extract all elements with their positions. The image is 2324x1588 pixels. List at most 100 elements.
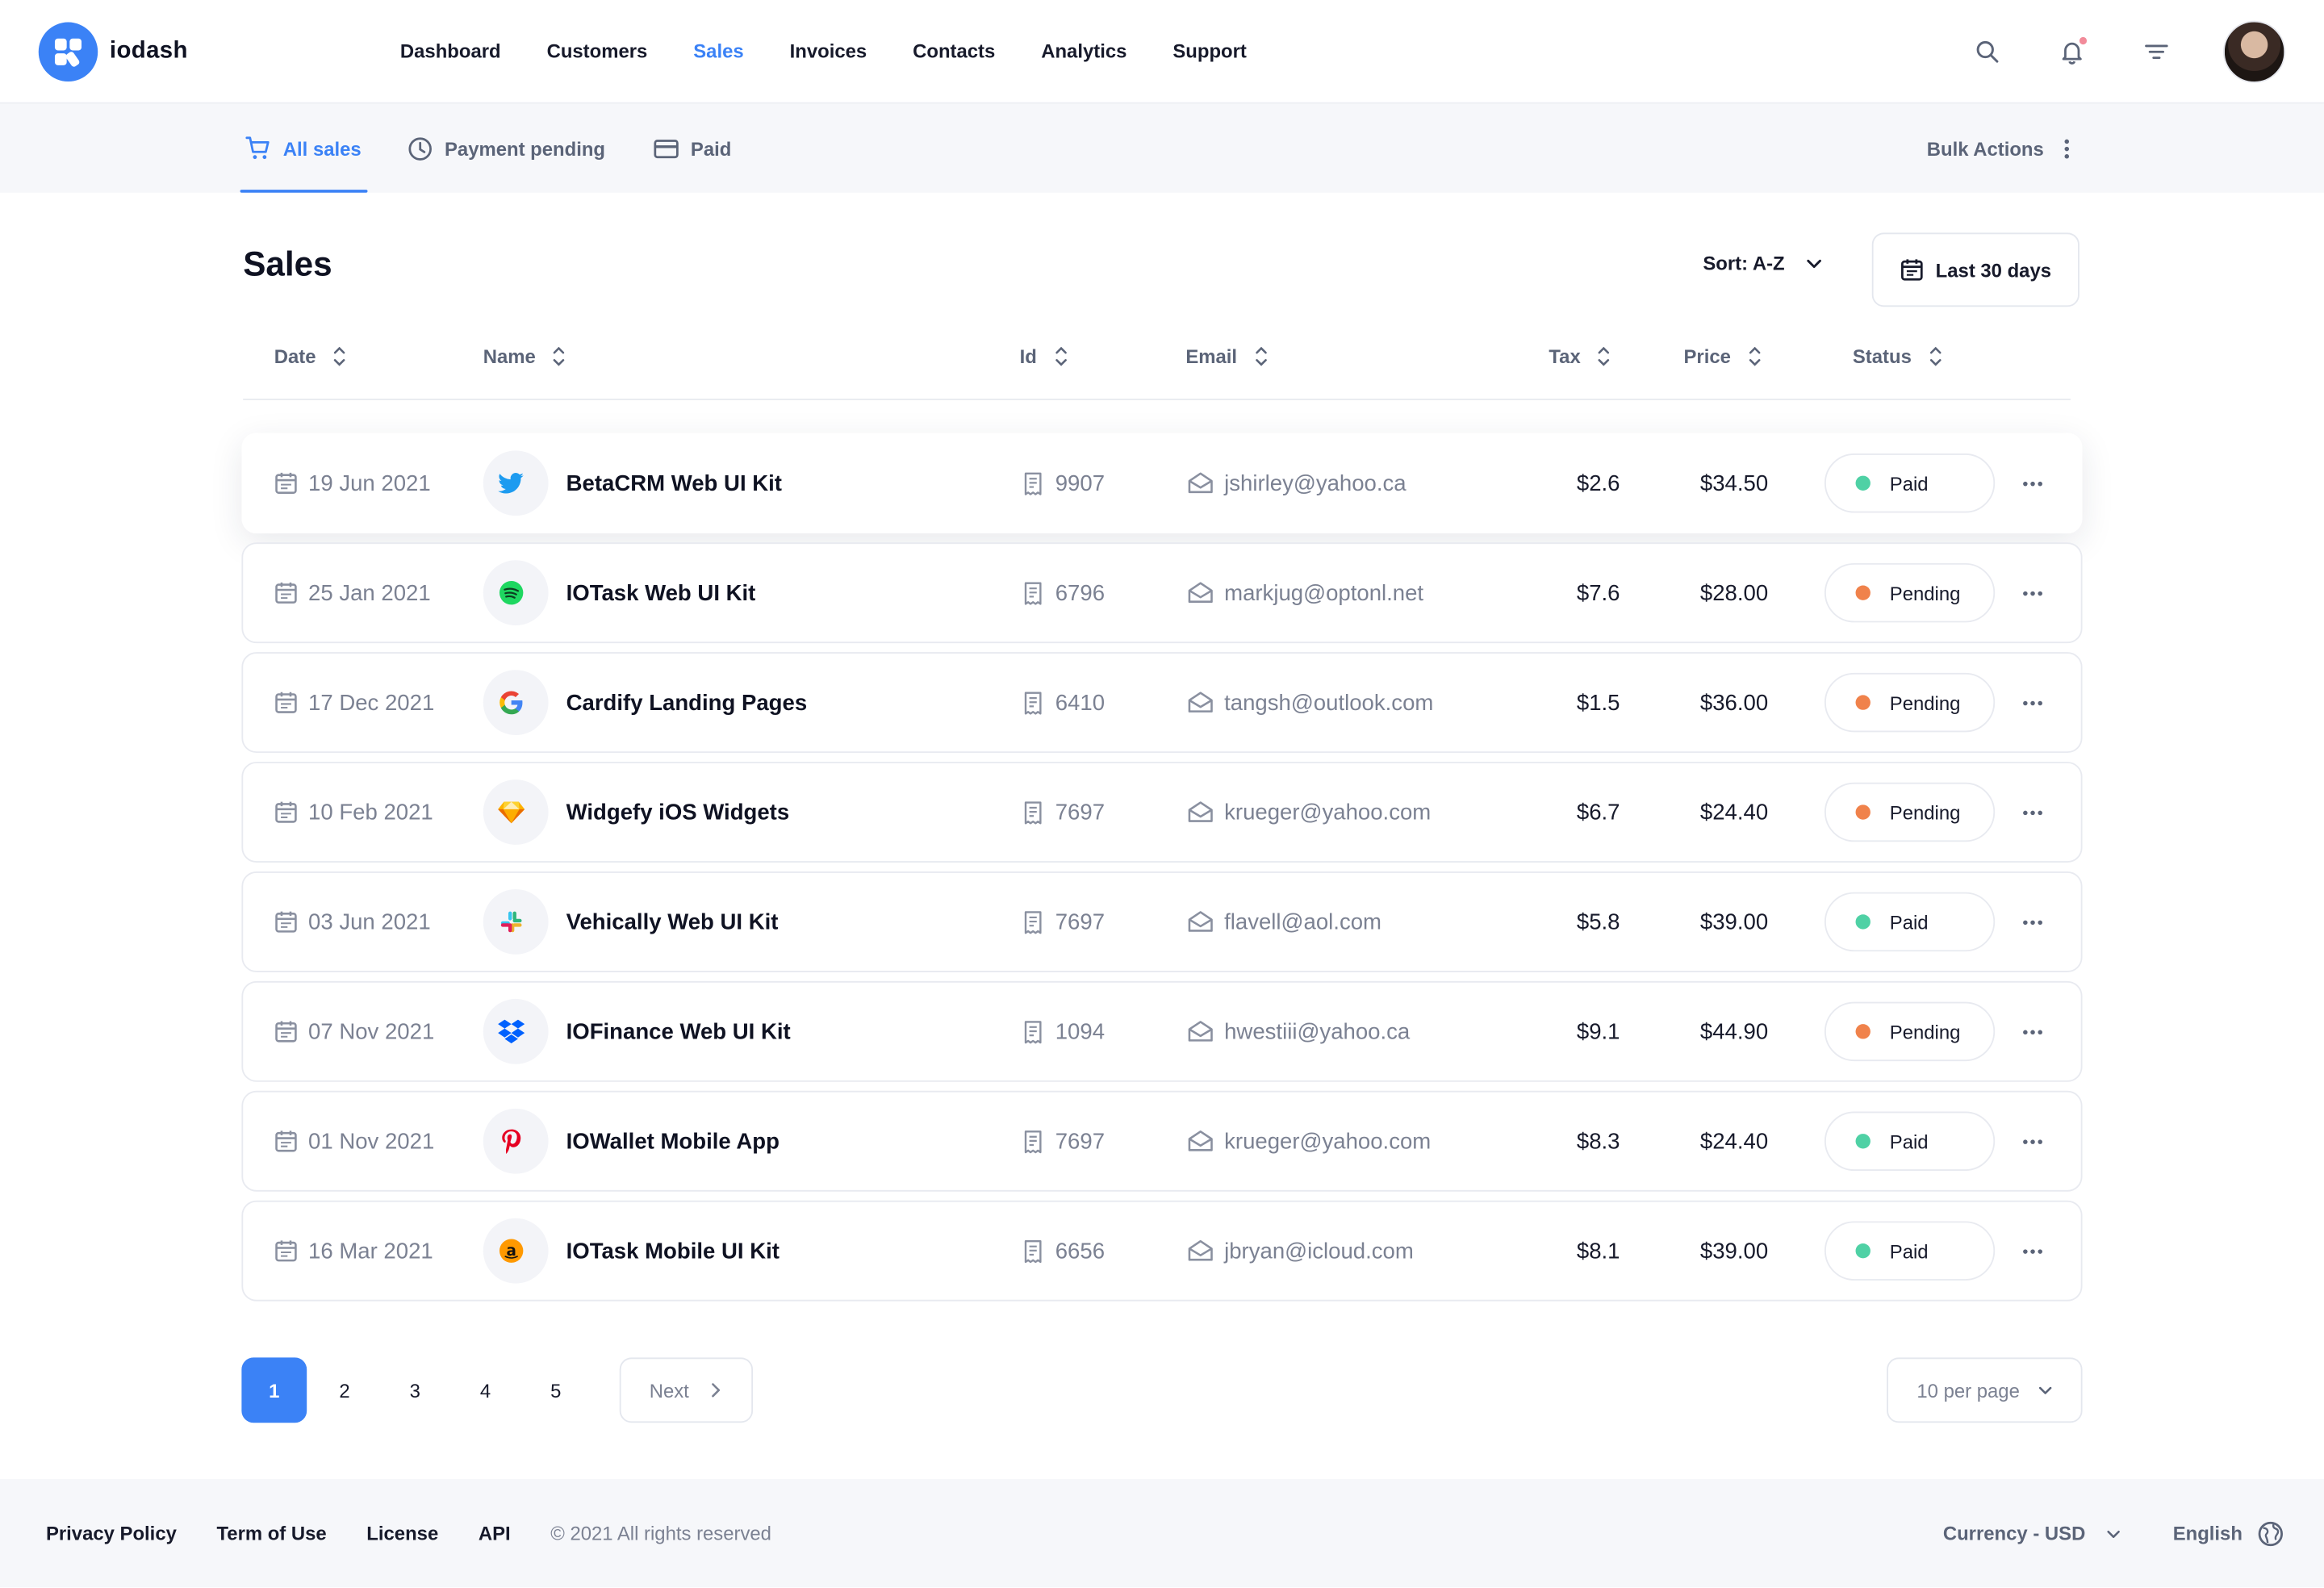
column-price[interactable]: Price xyxy=(1683,335,1761,376)
status-badge[interactable]: Paid xyxy=(1824,892,1996,952)
column-email[interactable]: Email xyxy=(1185,335,1267,376)
avatar[interactable] xyxy=(2223,20,2286,83)
sort-arrows-icon xyxy=(1055,345,1067,366)
status-badge[interactable]: Paid xyxy=(1824,453,1996,513)
tax-value: $8.1 xyxy=(1576,1238,1620,1264)
name-cell: IOTask Web UI Kit xyxy=(483,544,756,641)
filter-icon[interactable] xyxy=(2138,34,2174,69)
status-badge[interactable]: Pending xyxy=(1824,562,1996,623)
sort-dropdown[interactable]: Sort: A-Z xyxy=(1703,252,1823,274)
page-button-3[interactable]: 3 xyxy=(409,1379,420,1402)
product-name[interactable]: Vehically Web UI Kit xyxy=(566,909,779,935)
tab-paid[interactable]: Paid xyxy=(654,104,731,193)
chevron-down-icon xyxy=(2038,1386,2051,1394)
receipt-icon xyxy=(1024,1020,1042,1043)
status-dot xyxy=(1855,1243,1870,1259)
row-more-button[interactable] xyxy=(2023,434,2042,532)
tax-cell: $5.8 xyxy=(1577,873,1620,971)
status-badge[interactable]: Paid xyxy=(1824,1221,1996,1281)
nav-invoices[interactable]: Invoices xyxy=(789,40,867,63)
email-value[interactable]: krueger@yahoo.com xyxy=(1224,1128,1432,1154)
logo[interactable]: iodash xyxy=(38,22,188,82)
row-more-button[interactable] xyxy=(2023,654,2042,751)
row-more-button[interactable] xyxy=(2023,544,2042,641)
tab-all-sales[interactable]: All sales xyxy=(240,104,367,193)
product-name[interactable]: Widgefy iOS Widgets xyxy=(566,799,790,825)
table-row[interactable]: 10 Feb 2021 Widgefy iOS Widgets 7697 kruege… xyxy=(241,762,2083,863)
nav-sales[interactable]: Sales xyxy=(693,40,744,63)
next-page-button[interactable]: Next xyxy=(618,1357,753,1423)
email-value[interactable]: tangsh@outlook.com xyxy=(1224,689,1434,716)
status-badge[interactable]: Pending xyxy=(1824,672,1996,733)
page-button-2[interactable]: 2 xyxy=(339,1379,350,1402)
status-badge[interactable]: Paid xyxy=(1824,1111,1996,1171)
table-row[interactable]: 19 Jun 2021 BetaCRM Web UI Kit 9907 jshirle… xyxy=(241,433,2083,534)
cart-icon xyxy=(245,136,270,160)
per-page-select[interactable]: 10 per page xyxy=(1887,1357,2083,1423)
row-more-button[interactable] xyxy=(2023,983,2042,1080)
table-row[interactable]: 03 Jun 2021 Vehically Web UI Kit 7697 flave… xyxy=(241,871,2083,972)
table-row[interactable]: 17 Dec 2021 Cardify Landing Pages 6410 tang… xyxy=(241,652,2083,754)
status-badge[interactable]: Pending xyxy=(1824,782,1996,842)
mail-open-icon xyxy=(1188,911,1213,932)
page-button-1[interactable]: 1 xyxy=(241,1357,307,1423)
sales-tabs-bar: All sales Payment pending Paid Bulk Acti… xyxy=(0,103,2324,193)
product-name[interactable]: IOFinance Web UI Kit xyxy=(566,1018,791,1044)
twitter-icon xyxy=(483,450,549,516)
email-value[interactable]: flavell@aol.com xyxy=(1224,909,1382,935)
privacy-policy-link[interactable]: Privacy Policy xyxy=(45,1522,177,1544)
table-row[interactable]: 25 Jan 2021 IOTask Web UI Kit 6796 markjug@… xyxy=(241,542,2083,644)
product-name[interactable]: IOTask Mobile UI Kit xyxy=(566,1238,780,1264)
nav-analytics[interactable]: Analytics xyxy=(1041,40,1127,63)
email-value[interactable]: krueger@yahoo.com xyxy=(1224,799,1432,825)
id-cell: 7697 xyxy=(1021,873,1105,971)
product-name[interactable]: IOTask Web UI Kit xyxy=(566,580,756,606)
column-status[interactable]: Status xyxy=(1853,335,1942,376)
nav-contacts[interactable]: Contacts xyxy=(913,40,996,63)
sort-arrows-icon xyxy=(1255,345,1267,366)
name-cell: IOFinance Web UI Kit xyxy=(483,983,791,1080)
row-more-button[interactable] xyxy=(2023,873,2042,971)
date-range-button[interactable]: Last 30 days xyxy=(1871,232,2079,307)
column-date[interactable]: Date xyxy=(274,335,346,376)
column-name[interactable]: Name xyxy=(483,335,566,376)
status-dot xyxy=(1855,1024,1870,1039)
search-icon[interactable] xyxy=(1970,34,2005,69)
language-select[interactable]: English xyxy=(2173,1520,2284,1547)
page-button-5[interactable]: 5 xyxy=(550,1379,562,1402)
nav-customers[interactable]: Customers xyxy=(546,40,648,63)
table-row[interactable]: 16 Mar 2021 a IOTask Mobile UI Kit 6656 jbry… xyxy=(241,1200,2083,1302)
table-row[interactable]: 07 Nov 2021 IOFinance Web UI Kit 1094 hwest… xyxy=(241,980,2083,1082)
id-cell: 6656 xyxy=(1021,1202,1105,1300)
tab-payment-pending[interactable]: Payment pending xyxy=(408,104,605,193)
email-value[interactable]: jshirley@yahoo.ca xyxy=(1224,470,1407,496)
api-link[interactable]: API xyxy=(478,1522,511,1544)
email-value[interactable]: hwestiii@yahoo.ca xyxy=(1224,1018,1411,1044)
status-label: Paid xyxy=(1889,471,1929,495)
currency-select[interactable]: Currency - USD xyxy=(1943,1522,2121,1544)
column-tax[interactable]: Tax xyxy=(1549,335,1610,376)
product-name[interactable]: Cardify Landing Pages xyxy=(566,689,808,716)
table-row[interactable]: 01 Nov 2021 IOWallet Mobile App 7697 kruege… xyxy=(241,1090,2083,1192)
receipt-icon xyxy=(1024,471,1042,495)
product-name[interactable]: IOWallet Mobile App xyxy=(566,1128,780,1154)
product-name[interactable]: BetaCRM Web UI Kit xyxy=(566,470,782,496)
page-button-4[interactable]: 4 xyxy=(479,1379,491,1402)
row-more-button[interactable] xyxy=(2023,763,2042,861)
kebab-icon xyxy=(2064,138,2070,158)
email-value[interactable]: markjug@optonl.net xyxy=(1224,580,1424,606)
column-id[interactable]: Id xyxy=(1020,335,1067,376)
bell-icon[interactable] xyxy=(2054,34,2090,69)
terms-link[interactable]: Term of Use xyxy=(216,1522,327,1544)
nav-dashboard[interactable]: Dashboard xyxy=(399,40,501,63)
status-badge[interactable]: Pending xyxy=(1824,1001,1996,1062)
mail-open-icon xyxy=(1188,801,1213,822)
column-id-label: Id xyxy=(1019,345,1037,367)
email-value[interactable]: jbryan@icloud.com xyxy=(1224,1238,1414,1264)
license-link[interactable]: License xyxy=(366,1522,439,1544)
row-more-button[interactable] xyxy=(2023,1202,2042,1300)
row-more-button[interactable] xyxy=(2023,1093,2042,1190)
bulk-actions-button[interactable]: Bulk Actions xyxy=(1927,104,2070,193)
pagination: 1 2 3 4 5 Next xyxy=(241,1357,753,1423)
nav-support[interactable]: Support xyxy=(1172,40,1247,63)
